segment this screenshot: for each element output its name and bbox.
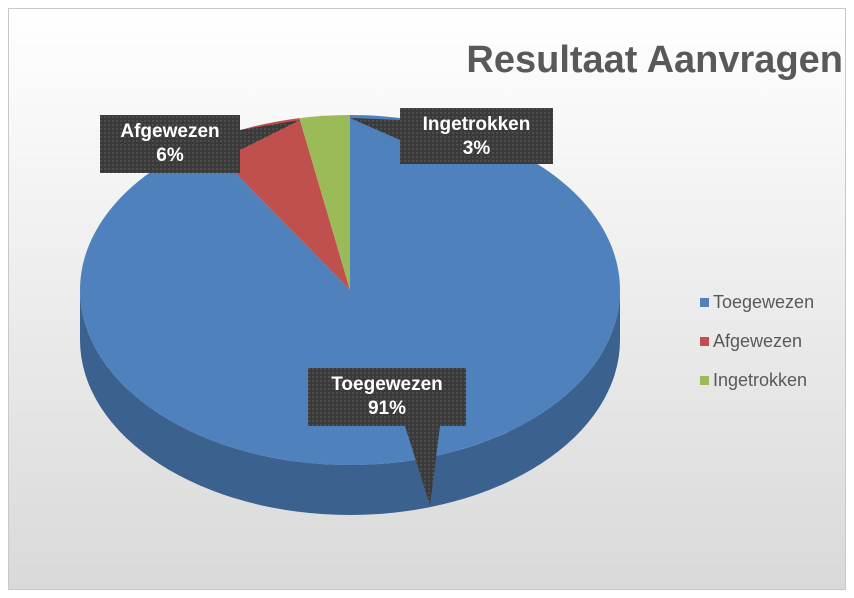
- legend-swatch: [700, 376, 709, 385]
- callout-pointer: [350, 118, 400, 140]
- legend-swatch: [700, 337, 709, 346]
- legend-label: Ingetrokken: [713, 370, 807, 390]
- data-label-name: Toegewezen: [331, 374, 443, 395]
- pie-slice: [205, 118, 350, 290]
- legend-label: Toegewezen: [713, 292, 814, 312]
- chart-title: Resultaat Aanvragen: [466, 39, 843, 81]
- pie-slice: [299, 115, 350, 290]
- legend-swatch: [700, 298, 709, 307]
- legend-label: Afgewezen: [713, 331, 802, 351]
- callout-pointer: [240, 120, 300, 150]
- data-label-value: 3%: [463, 138, 491, 159]
- callout-pointer: [405, 426, 440, 505]
- callout-box: [400, 108, 553, 164]
- data-label-name: Afgewezen: [120, 121, 219, 142]
- pie-side: [80, 290, 620, 515]
- callout-box: [100, 115, 240, 173]
- data-label-name: Ingetrokken: [423, 114, 531, 135]
- callout-box: [308, 368, 466, 426]
- pie-slice: [80, 115, 621, 465]
- data-label-value: 6%: [156, 145, 184, 166]
- data-label-value: 91%: [368, 398, 406, 419]
